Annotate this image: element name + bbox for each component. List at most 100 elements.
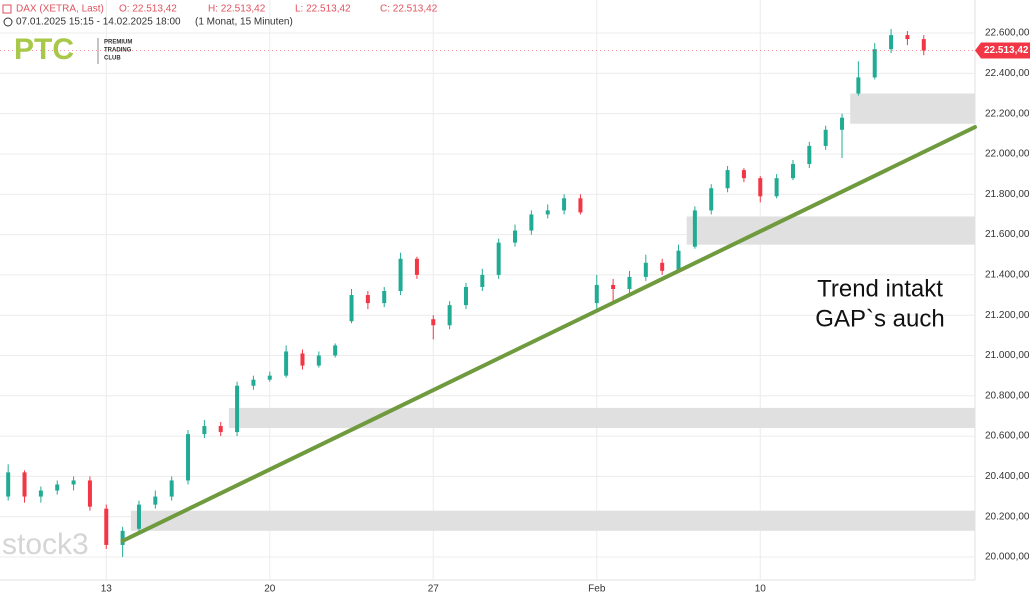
candle-body (267, 375, 272, 380)
candle-body (218, 426, 223, 433)
candle-body (545, 210, 550, 215)
candle-body (120, 530, 125, 545)
candle-body (692, 210, 697, 247)
instrument: DAX (XETRA, Last) (16, 4, 104, 15)
header-icon (2, 4, 12, 14)
candle-body (333, 345, 338, 356)
date-range: 07.01.2025 15:15 - 14.02.2025 18:00 (16, 17, 181, 28)
candle-body (627, 276, 632, 289)
logo-text: PREMIUM (104, 40, 132, 46)
candle-body (709, 188, 714, 211)
candle-body (480, 274, 485, 287)
candle-body (71, 480, 76, 485)
candle-body (840, 117, 845, 130)
ohlc-value: H: 22.513,42 (208, 4, 266, 15)
candle-body (186, 434, 191, 481)
y-tick-label: 20.000,00 (985, 552, 1030, 563)
y-tick-label: 20.600,00 (985, 431, 1030, 442)
candle-body (447, 305, 452, 326)
candle-body (463, 286, 468, 306)
candle-body (578, 198, 583, 213)
candle-body (741, 170, 746, 179)
ohlc-value: O: 22.513,42 (119, 4, 177, 15)
y-tick-label: 21.400,00 (985, 270, 1030, 281)
logo-text: CLUB (104, 56, 121, 62)
candle-body (431, 319, 436, 326)
last-price-label: 22.513,42 (984, 45, 1029, 56)
candle-body (235, 385, 240, 433)
candle-body (55, 484, 60, 491)
candle-body (921, 39, 926, 51)
candle-body (104, 508, 109, 545)
trendline (120, 125, 977, 543)
candle-body (905, 35, 910, 40)
clock-icon (3, 17, 13, 27)
y-tick-label: 21.600,00 (985, 229, 1030, 240)
candle-body (251, 379, 256, 386)
y-tick-label: 20.200,00 (985, 511, 1030, 522)
candle-body (202, 426, 207, 435)
y-tick-label: 22.000,00 (985, 149, 1030, 160)
candle-body (136, 504, 141, 529)
candle-body (6, 472, 11, 497)
ohlc-value: C: 22.513,42 (380, 4, 438, 15)
y-tick-label: 20.800,00 (985, 390, 1030, 401)
gap-zone (850, 93, 975, 124)
candle-body (889, 35, 894, 50)
candle-body (529, 214, 534, 231)
candle-body (382, 291, 387, 304)
y-tick-label: 22.200,00 (985, 108, 1030, 119)
y-tick-label: 22.600,00 (985, 28, 1030, 39)
ohlc-value: L: 22.513,42 (295, 4, 351, 15)
candle-body (496, 242, 501, 275)
logo-mark: PTC (14, 33, 74, 66)
watermark: stock3 (2, 528, 89, 561)
x-tick-label: 13 (101, 584, 113, 595)
candle-body (594, 284, 599, 304)
annotation: Trend intakt (817, 275, 943, 302)
gap-zone (130, 510, 976, 531)
candle-body (823, 129, 828, 146)
logo-text: TRADING (104, 48, 132, 54)
candle-body (774, 178, 779, 197)
candle-body (349, 295, 354, 322)
annotation: GAP`s auch (815, 305, 944, 332)
gap-zone (228, 407, 975, 429)
candle-body (87, 480, 92, 507)
gap-zone (686, 216, 975, 245)
candle-body (676, 250, 681, 271)
candle-body (643, 262, 648, 277)
y-tick-label: 21.000,00 (985, 350, 1030, 361)
last-price-tag (975, 42, 1030, 59)
candle-body (611, 284, 616, 289)
x-tick-label: 20 (264, 584, 276, 595)
candle-body (169, 480, 174, 497)
y-tick-label: 20.400,00 (985, 471, 1030, 482)
x-tick-label: Feb (588, 584, 606, 595)
candle-body (414, 258, 419, 275)
candle-body (300, 353, 305, 366)
candle-body (38, 490, 43, 497)
candle-body (153, 496, 158, 505)
candle-body (790, 164, 795, 179)
candle-body (856, 77, 861, 94)
interval: (1 Monat, 15 Minuten) (195, 17, 293, 28)
candle-body (513, 230, 518, 243)
candle-body (807, 145, 812, 165)
candle-body (316, 355, 321, 366)
y-tick-label: 22.400,00 (985, 68, 1030, 79)
candle-body (725, 170, 730, 189)
candle-body (562, 198, 567, 211)
x-tick-label: 10 (755, 584, 767, 595)
x-tick-label: 27 (428, 584, 440, 595)
candle-body (660, 262, 665, 271)
y-tick-label: 21.800,00 (985, 189, 1030, 200)
candle-body (284, 351, 289, 376)
y-tick-label: 21.200,00 (985, 310, 1030, 321)
candle-body (872, 49, 877, 78)
candle-body (758, 178, 763, 197)
candle-body (22, 472, 27, 497)
candle-body (365, 295, 370, 304)
candle-body (398, 258, 403, 292)
